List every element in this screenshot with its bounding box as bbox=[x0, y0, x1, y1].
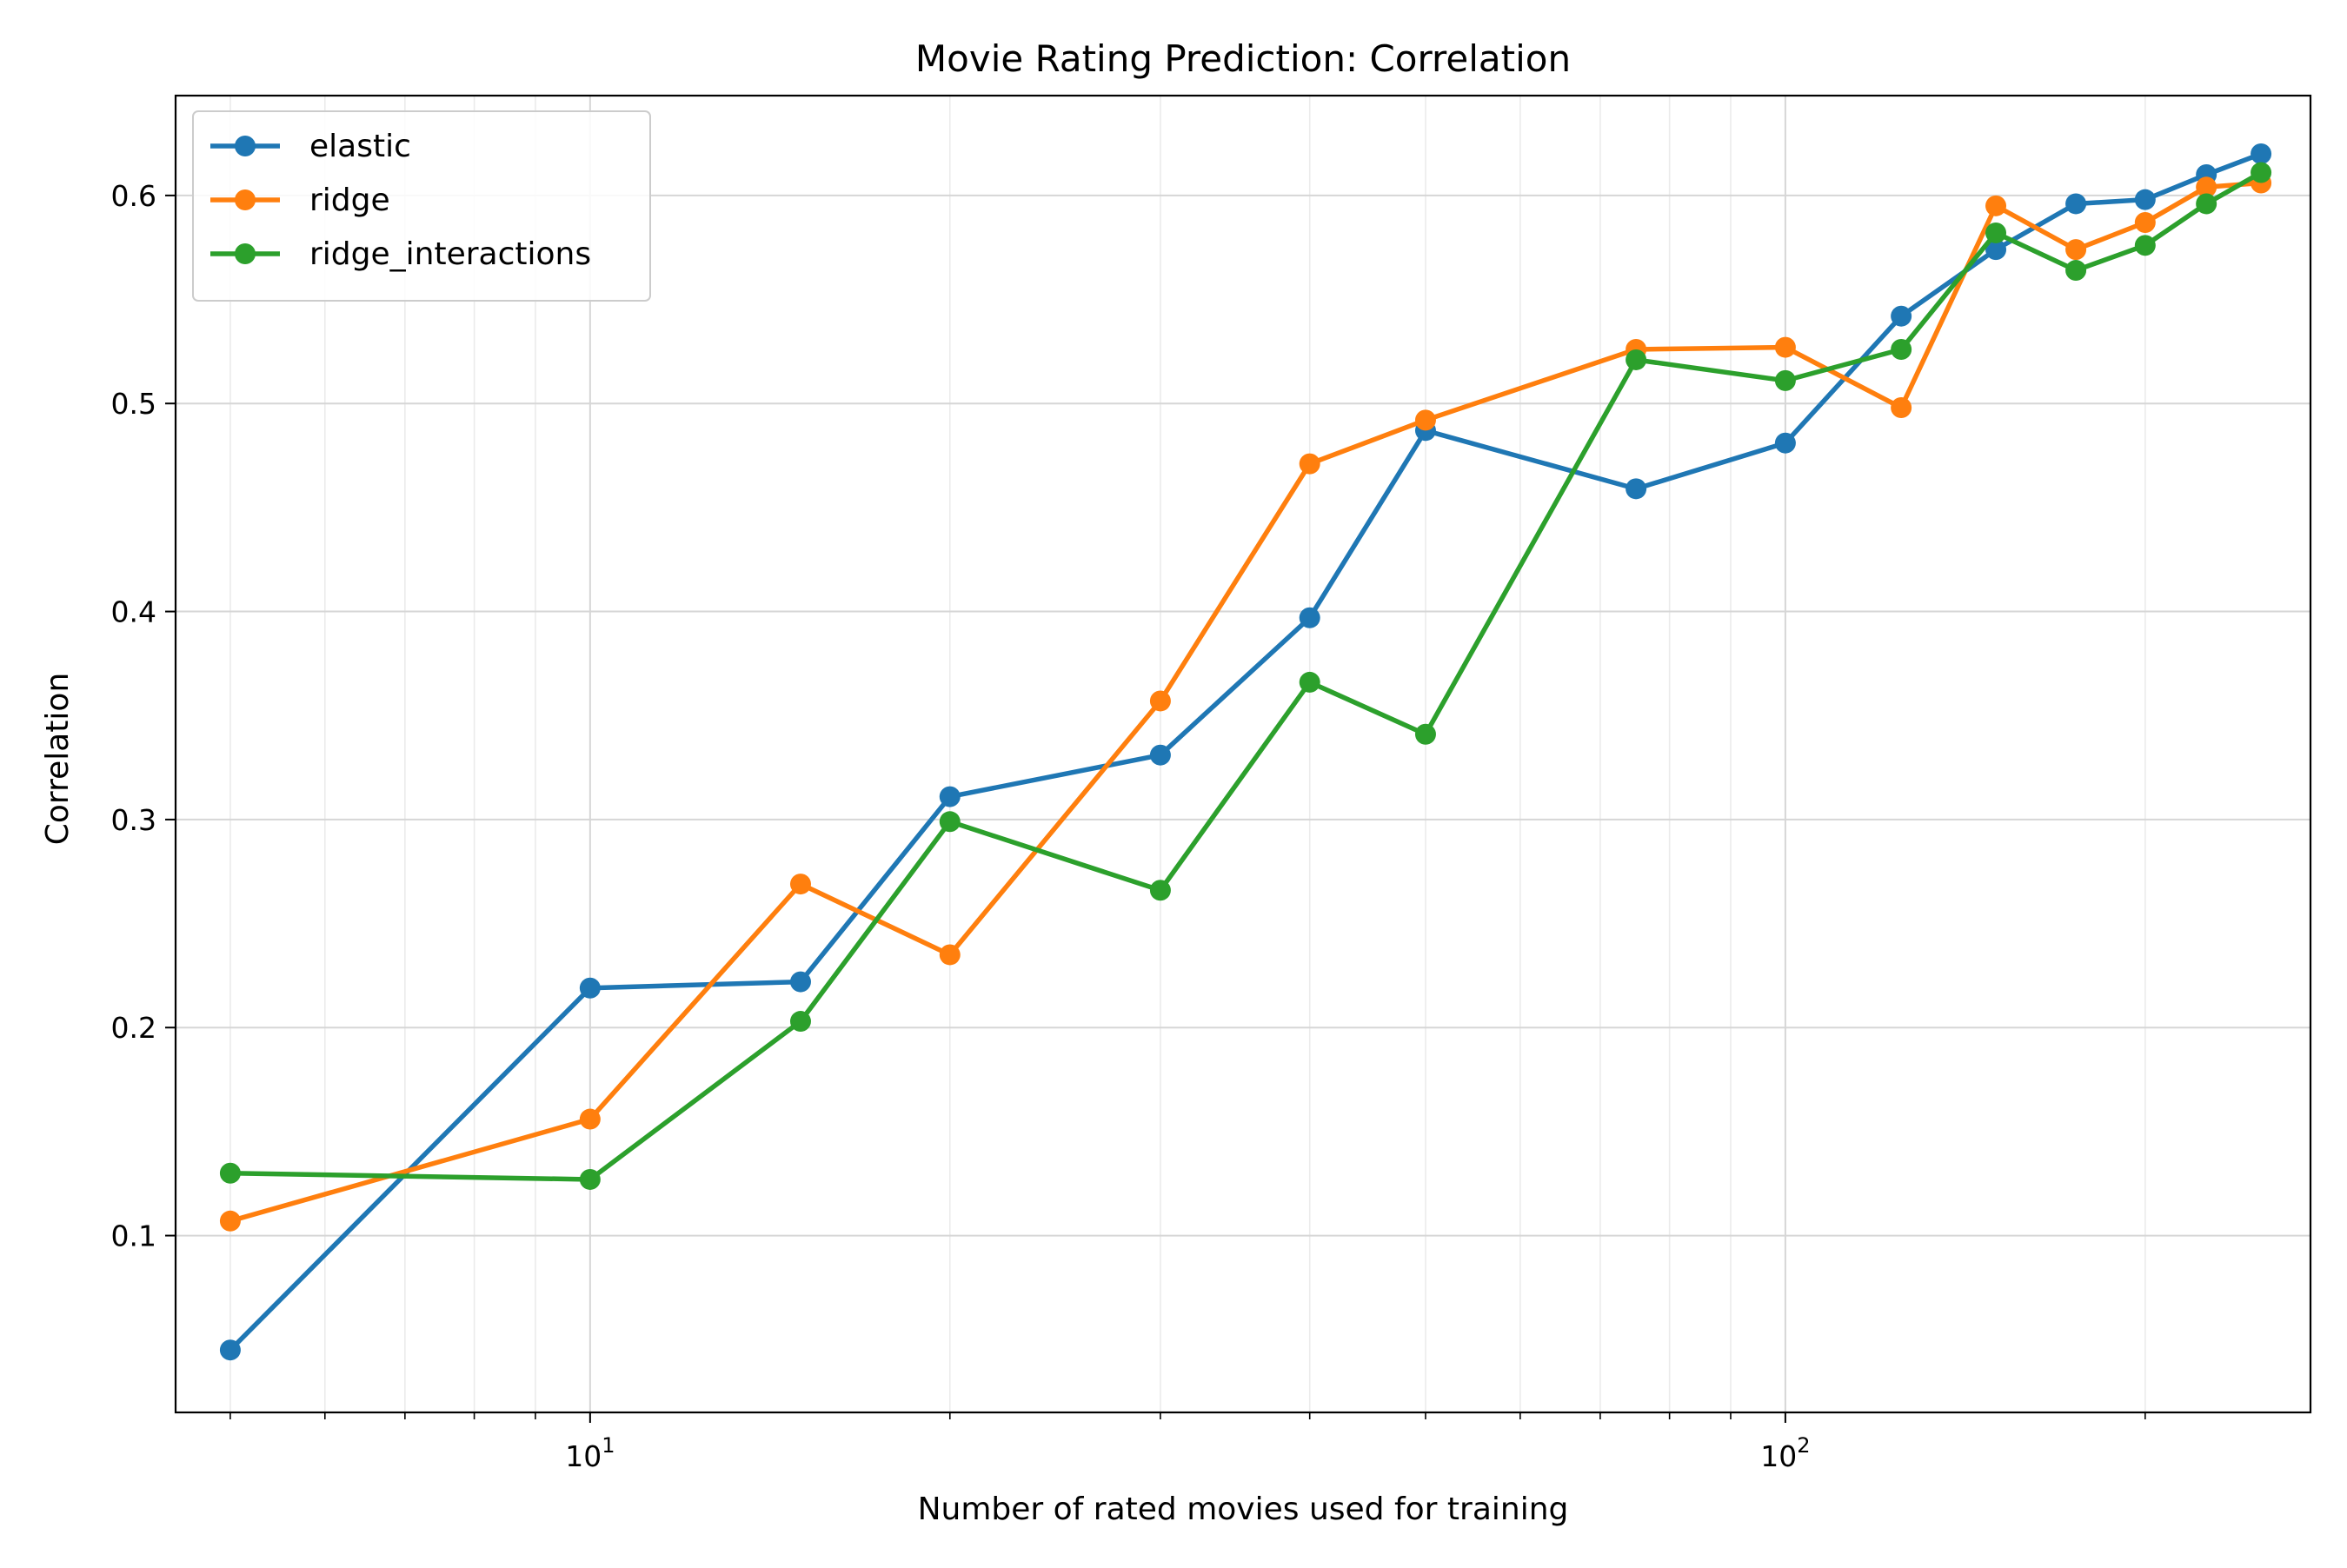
data-point-elastic bbox=[1149, 744, 1171, 766]
legend-swatch-marker bbox=[235, 243, 256, 264]
data-point-elastic bbox=[1985, 239, 2007, 261]
x-axis-label: Number of rated movies used for training bbox=[918, 1492, 1569, 1527]
data-point-ridge bbox=[1299, 453, 1320, 475]
data-point-ridge_interactions bbox=[1891, 338, 1912, 360]
chart-title: Movie Rating Prediction: Correlation bbox=[915, 37, 1571, 80]
legend-swatch-marker bbox=[235, 189, 256, 210]
y-tick-label: 0.4 bbox=[111, 595, 156, 629]
legend: elastic ridge ridge_interactions bbox=[192, 110, 651, 302]
legend-item-ridge_interactions: ridge_interactions bbox=[210, 236, 591, 272]
series-ridge_interactions bbox=[219, 162, 2272, 1190]
data-point-elastic bbox=[2065, 193, 2087, 215]
data-point-ridge bbox=[789, 874, 811, 895]
data-point-elastic bbox=[1299, 607, 1320, 628]
data-point-ridge_interactions bbox=[2134, 235, 2156, 256]
y-tick-label: 0.1 bbox=[111, 1219, 156, 1253]
data-point-ridge_interactions bbox=[1985, 222, 2007, 243]
data-point-elastic bbox=[219, 1339, 241, 1361]
plot-frame bbox=[174, 94, 2312, 1414]
legend-box bbox=[192, 110, 651, 302]
y-tick-label: 0.2 bbox=[111, 1011, 156, 1045]
series-layer bbox=[219, 143, 2272, 1361]
data-point-elastic bbox=[789, 971, 811, 993]
legend-swatch-marker bbox=[235, 136, 256, 156]
data-point-ridge bbox=[1774, 336, 1796, 358]
data-point-ridge bbox=[1414, 409, 1436, 431]
data-point-ridge bbox=[2134, 211, 2156, 233]
y-axis-ticks: 0.1 0.2 0.3 0.4 0.5 0.6 bbox=[111, 179, 176, 1253]
data-point-ridge_interactions bbox=[789, 1011, 811, 1033]
data-point-ridge_interactions bbox=[1626, 349, 1647, 370]
data-point-elastic bbox=[2251, 143, 2272, 165]
data-point-ridge_interactions bbox=[2065, 260, 2087, 282]
legend-label: elastic bbox=[309, 129, 411, 164]
data-point-ridge bbox=[1891, 397, 1912, 419]
grid-layer bbox=[176, 96, 2310, 1412]
data-point-ridge_interactions bbox=[1774, 369, 1796, 391]
data-point-ridge_interactions bbox=[579, 1168, 601, 1190]
legend-label: ridge_interactions bbox=[309, 236, 591, 272]
legend-item-elastic: elastic bbox=[210, 129, 411, 164]
data-point-ridge bbox=[1149, 690, 1171, 712]
y-tick-label: 0.5 bbox=[111, 387, 156, 421]
data-point-ridge_interactions bbox=[1414, 723, 1436, 745]
data-point-ridge bbox=[939, 944, 961, 966]
data-point-ridge_interactions bbox=[939, 811, 961, 833]
data-point-elastic bbox=[579, 977, 601, 999]
data-point-ridge_interactions bbox=[219, 1162, 241, 1184]
data-point-elastic bbox=[939, 786, 961, 807]
x-axis-ticks: 101 102 bbox=[229, 1412, 2146, 1473]
data-point-ridge bbox=[1985, 195, 2007, 216]
data-point-ridge_interactions bbox=[1299, 671, 1320, 693]
legend-label: ridge bbox=[309, 183, 390, 218]
data-point-ridge bbox=[2196, 176, 2217, 198]
data-point-ridge_interactions bbox=[2196, 193, 2217, 215]
y-tick-label: 0.3 bbox=[111, 803, 156, 837]
x-tick-label: 101 bbox=[565, 1433, 615, 1473]
data-point-elastic bbox=[1626, 478, 1647, 500]
data-point-elastic bbox=[2134, 189, 2156, 210]
data-point-elastic bbox=[1891, 305, 1912, 327]
y-tick-label: 0.6 bbox=[111, 179, 156, 213]
series-elastic bbox=[219, 143, 2272, 1361]
x-tick-label: 102 bbox=[1760, 1433, 1810, 1473]
data-point-ridge_interactions bbox=[1149, 880, 1171, 901]
data-point-ridge bbox=[2065, 239, 2087, 261]
legend-item-ridge: ridge bbox=[210, 183, 390, 218]
y-axis-label: Correlation bbox=[40, 673, 76, 846]
data-point-ridge bbox=[579, 1108, 601, 1130]
data-point-ridge_interactions bbox=[2251, 162, 2272, 183]
data-point-elastic bbox=[1774, 432, 1796, 454]
data-point-ridge bbox=[219, 1210, 241, 1232]
